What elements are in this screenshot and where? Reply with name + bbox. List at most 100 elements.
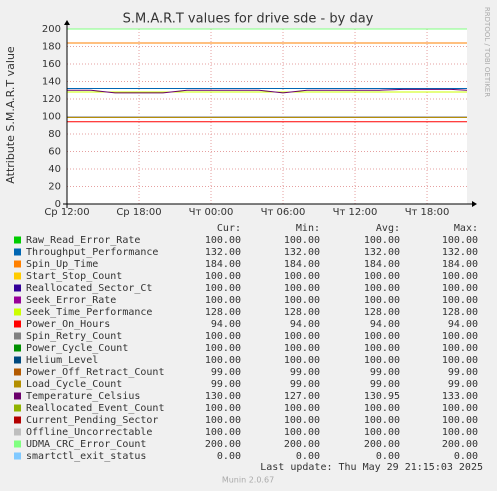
footer: Munin 2.0.67 — [222, 476, 274, 485]
legend-label: Reallocated_Event_Count — [26, 403, 164, 414]
legend-stat: 100.00 — [205, 283, 241, 294]
legend-label: Throughput_Performance — [26, 247, 158, 258]
legend-stat: 100.00 — [284, 331, 320, 342]
x-tick-label: Чт 18:00 — [405, 207, 450, 218]
legend-swatch — [14, 344, 21, 352]
legend-swatch — [14, 284, 21, 292]
legend-swatch — [14, 368, 21, 376]
legend-stat: 100.00 — [364, 355, 400, 366]
legend-stat: 100.00 — [205, 331, 241, 342]
legend-stat: 100.00 — [442, 415, 478, 426]
legend-stat: 100.00 — [442, 331, 478, 342]
x-tick-label: Ср 18:00 — [116, 207, 161, 218]
y-axis-label: Attribute S.M.A.R.T value — [4, 46, 17, 184]
legend-stat: 100.00 — [284, 271, 320, 282]
legend-stat: 100.00 — [284, 355, 320, 366]
legend-stat: 100.00 — [364, 271, 400, 282]
legend-swatch — [14, 272, 21, 280]
legend-stat: 0.00 — [454, 451, 478, 462]
x-tick-label: Чт 12:00 — [333, 207, 378, 218]
legend: Cur: Min: Avg: Max: Raw_Read_Error_Rate 100.0… — [14, 223, 478, 462]
legend-label: Reallocated_Sector_Ct — [26, 283, 152, 294]
legend-stat: 100.00 — [364, 403, 400, 414]
legend-stat: 128.00 — [205, 307, 241, 318]
legend-stat: 100.00 — [442, 427, 478, 438]
legend-swatch — [14, 320, 21, 328]
legend-stat: 94.00 — [448, 319, 478, 330]
legend-stat: 100.00 — [205, 403, 241, 414]
legend-stat: 0.00 — [217, 451, 241, 462]
legend-column-header: Cur: — [217, 223, 241, 234]
legend-stat: 100.00 — [284, 295, 320, 306]
legend-stat: 130.95 — [364, 391, 400, 402]
legend-swatch — [14, 248, 21, 256]
y-tick-label: 0 — [55, 199, 61, 210]
legend-stat: 184.00 — [442, 259, 478, 270]
legend-swatch — [14, 440, 21, 448]
legend-swatch — [14, 428, 21, 436]
y-tick-label: 180 — [42, 42, 61, 53]
x-tick-label: Ср 12:00 — [44, 207, 89, 218]
legend-stat: 128.00 — [364, 307, 400, 318]
legend-stat: 100.00 — [442, 283, 478, 294]
legend-stat: 100.00 — [284, 283, 320, 294]
plot: 0 20 40 60 80 100 120 140 160 180 200 Ср 12:00 Ср 18… — [42, 24, 468, 218]
legend-stat: 100.00 — [364, 295, 400, 306]
legend-stat: 99.00 — [290, 379, 320, 390]
legend-label: Spin_Up_Time — [26, 259, 98, 270]
x-tick-label: Чт 06:00 — [261, 207, 306, 218]
legend-label: Current_Pending_Sector — [26, 415, 158, 426]
legend-label: smartctl_exit_status — [26, 451, 146, 462]
legend-label: Raw_Read_Error_Rate — [26, 235, 140, 246]
chart-title: S.M.A.R.T values for drive sde - by day — [123, 12, 374, 27]
watermark: RRDTOOL / TOBI OETIKER — [483, 7, 491, 97]
series-line — [67, 88, 468, 94]
y-tick-label: 60 — [48, 147, 61, 158]
legend-stat: 100.00 — [205, 295, 241, 306]
legend-stat: 100.00 — [205, 343, 241, 354]
legend-stat: 100.00 — [205, 355, 241, 366]
legend-stat: 200.00 — [205, 439, 241, 450]
legend-swatch — [14, 332, 21, 340]
legend-stat: 100.00 — [284, 427, 320, 438]
legend-stat: 100.00 — [442, 343, 478, 354]
legend-stat: 100.00 — [364, 343, 400, 354]
legend-swatch — [14, 392, 21, 400]
legend-label: UDMA_CRC_Error_Count — [26, 439, 146, 450]
legend-stat: 99.00 — [290, 367, 320, 378]
legend-stat: 0.00 — [296, 451, 320, 462]
legend-stat: 100.00 — [284, 343, 320, 354]
legend-stat: 184.00 — [364, 259, 400, 270]
legend-label: Power_On_Hours — [26, 319, 110, 330]
legend-stat: 0.00 — [376, 451, 400, 462]
legend-stat: 100.00 — [364, 283, 400, 294]
legend-stat: 100.00 — [442, 295, 478, 306]
legend-stat: 100.00 — [284, 235, 320, 246]
x-tick-label: Чт 00:00 — [189, 207, 234, 218]
legend-stat: 100.00 — [364, 331, 400, 342]
legend-swatch — [14, 416, 21, 424]
legend-swatch — [14, 404, 21, 412]
legend-swatch — [14, 452, 21, 460]
legend-stat: 94.00 — [290, 319, 320, 330]
legend-stat: 130.00 — [205, 391, 241, 402]
legend-swatch — [14, 380, 21, 388]
legend-label: Helium_Level — [26, 355, 98, 366]
legend-column-header: Max: — [454, 223, 478, 234]
legend-stat: 100.00 — [205, 235, 241, 246]
legend-stat: 99.00 — [448, 367, 478, 378]
legend-stat: 100.00 — [442, 403, 478, 414]
legend-stat: 127.00 — [284, 391, 320, 402]
legend-stat: 99.00 — [211, 379, 241, 390]
y-tick-label: 100 — [42, 112, 61, 123]
legend-stat: 100.00 — [442, 235, 478, 246]
legend-label: Seek_Time_Performance — [26, 307, 152, 318]
legend-stat: 100.00 — [442, 355, 478, 366]
legend-stat: 100.00 — [205, 415, 241, 426]
legend-label: Spin_Retry_Count — [26, 331, 122, 342]
legend-stat: 132.00 — [364, 247, 400, 258]
legend-column-header: Avg: — [376, 223, 400, 234]
legend-stat: 200.00 — [442, 439, 478, 450]
legend-label: Temperature_Celsius — [26, 391, 140, 402]
legend-stat: 100.00 — [364, 427, 400, 438]
